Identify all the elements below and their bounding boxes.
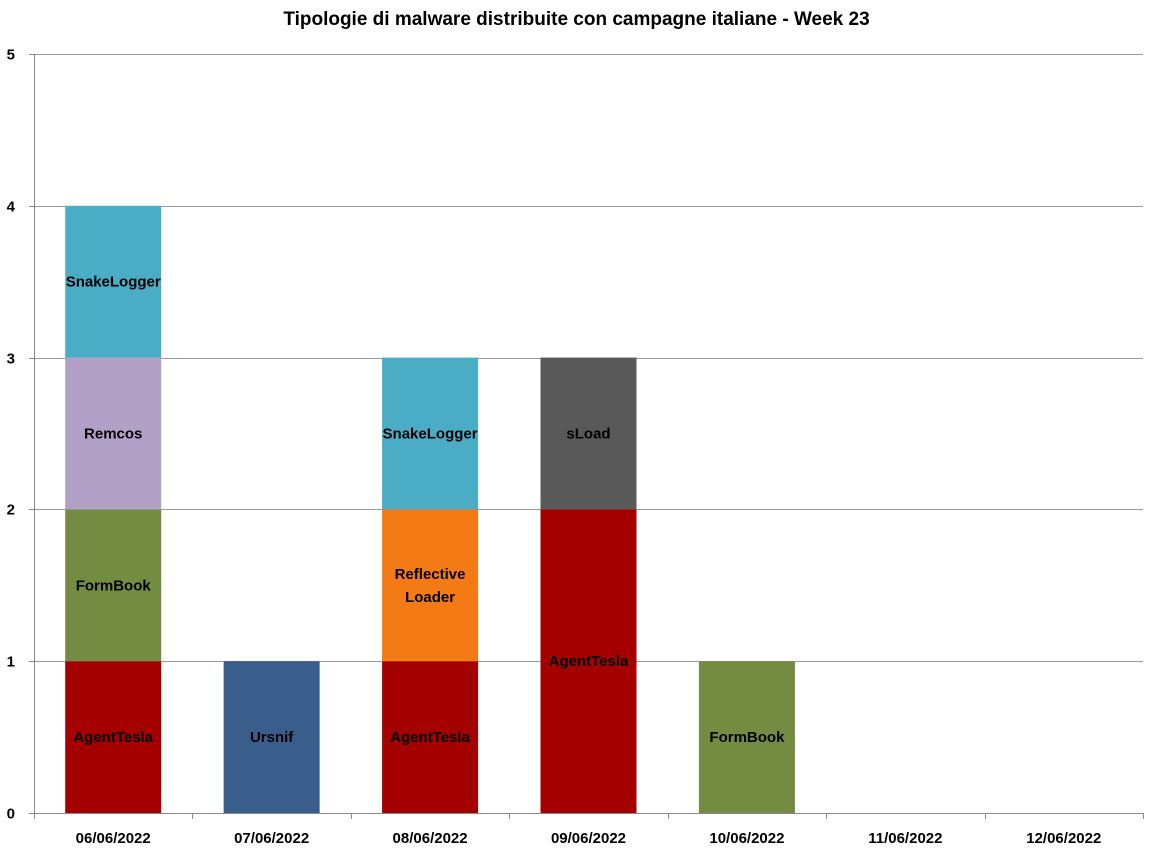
bar-segment bbox=[540, 357, 637, 510]
bar-segment bbox=[698, 661, 795, 813]
y-tick-label: 3 bbox=[7, 351, 15, 368]
chart-title: Tipologie di malware distribuite con cam… bbox=[283, 9, 870, 30]
bar-segment bbox=[223, 661, 320, 813]
bar-segment-label: Reflective Loader bbox=[395, 566, 466, 606]
bar-segment bbox=[382, 661, 479, 813]
x-tick-label: 07/06/2022 bbox=[234, 830, 309, 847]
bar-segment bbox=[382, 357, 479, 510]
bar-segment bbox=[382, 509, 479, 662]
y-tick-label: 0 bbox=[7, 806, 15, 823]
bar-segment bbox=[65, 661, 162, 813]
y-tick-label: 5 bbox=[7, 47, 15, 64]
bar-segment bbox=[540, 509, 637, 813]
x-tick-label: 10/06/2022 bbox=[709, 830, 784, 847]
x-tick-label: 11/06/2022 bbox=[868, 830, 942, 847]
bar-segment bbox=[65, 205, 162, 358]
bar-segment-label: AgentTesla bbox=[73, 729, 153, 746]
y-tick-label: 1 bbox=[7, 654, 15, 671]
x-tick-label: 12/06/2022 bbox=[1026, 830, 1101, 847]
bar-segment-label: AgentTesla bbox=[390, 729, 470, 746]
x-tick-label: 09/06/2022 bbox=[551, 830, 626, 847]
bar-segment-label: sLoad bbox=[566, 426, 610, 443]
x-tick-label: 08/06/2022 bbox=[393, 830, 468, 847]
bar-segment-label: FormBook bbox=[76, 577, 152, 594]
bar-segment-label: AgentTesla bbox=[549, 653, 629, 670]
bar-segment-label: Ursnif bbox=[250, 729, 294, 746]
bar-segment-label: FormBook bbox=[709, 729, 785, 746]
x-tick-label: 06/06/2022 bbox=[76, 830, 151, 847]
bar-segment bbox=[65, 357, 162, 510]
bar-segment bbox=[65, 509, 162, 662]
y-tick-label: 2 bbox=[7, 502, 15, 519]
bar-segment-label: Remcos bbox=[84, 426, 142, 443]
bar-segment-label: SnakeLogger bbox=[383, 426, 478, 443]
bar-segment-label: SnakeLogger bbox=[66, 274, 161, 291]
y-tick-label: 4 bbox=[7, 199, 16, 216]
